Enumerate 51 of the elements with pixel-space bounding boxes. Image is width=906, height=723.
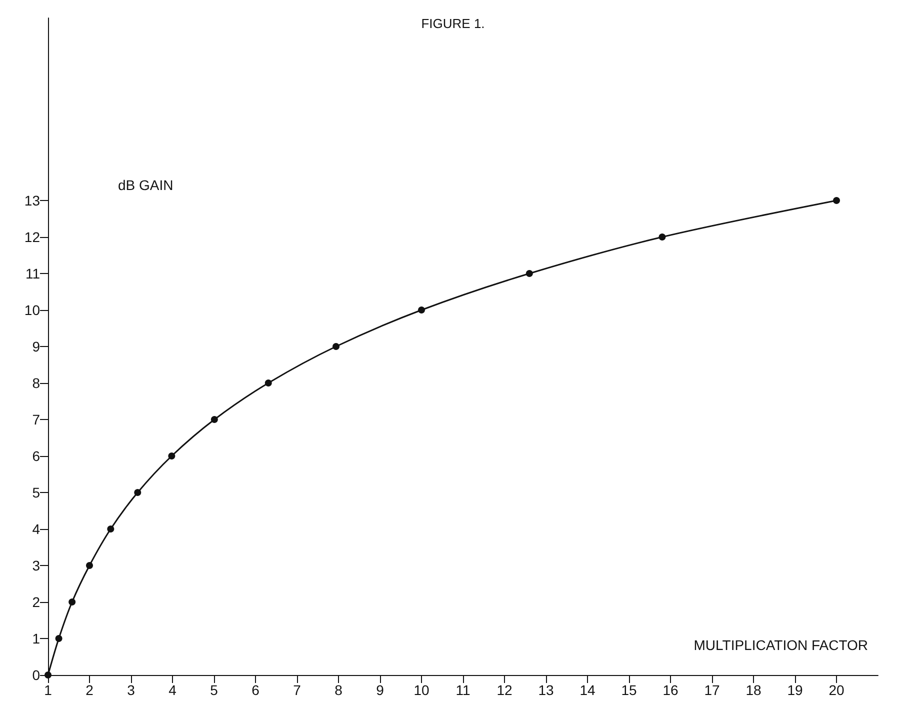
y-tick-label: 13 [24, 192, 40, 208]
y-tick-label: 8 [32, 375, 40, 391]
point [134, 489, 142, 496]
x-tick-label: 17 [704, 682, 720, 698]
point [264, 380, 272, 386]
y-tick-label: 9 [32, 338, 40, 354]
x-tick-label: 3 [127, 682, 136, 698]
y-tick-label: 10 [24, 302, 40, 318]
x-tick-label: 7 [293, 682, 302, 698]
y-tick-label: 4 [32, 521, 40, 537]
x-tick-label: 2 [86, 682, 94, 698]
point [658, 234, 666, 240]
point [107, 526, 114, 532]
x-tick-label: 16 [662, 682, 678, 698]
y-tick-label: 6 [32, 448, 40, 464]
x-tick-label: 18 [746, 682, 762, 698]
x-tick-label: 19 [787, 682, 803, 698]
x-tick-label: 9 [376, 682, 384, 698]
point [44, 672, 52, 678]
y-tick-label: 5 [32, 484, 40, 500]
x-tick-label: 20 [828, 682, 844, 698]
y-tick-label: 12 [24, 229, 40, 245]
point [833, 197, 840, 204]
x-tick-label: 15 [621, 682, 637, 698]
y-tick-label: 7 [32, 412, 40, 428]
x-tick-label: 14 [580, 682, 596, 698]
point [210, 416, 218, 423]
y-tick-label: 1 [32, 630, 40, 646]
x-tick-label: 8 [334, 682, 343, 698]
x-tick-label: 1 [44, 682, 52, 698]
x-axis-title: MULTIPLICATION FACTOR [694, 637, 868, 653]
y-axis-title: dB GAIN [118, 177, 174, 193]
x-tick-label: 12 [496, 682, 512, 698]
y-tick-label: 3 [32, 558, 40, 574]
point [332, 343, 340, 350]
point [526, 270, 533, 277]
point [418, 306, 425, 314]
x-tick-label: 11 [456, 682, 470, 698]
y-tick-label: 0 [32, 667, 40, 683]
point [55, 635, 62, 642]
chart-title: FIGURE 1. [421, 16, 485, 31]
x-tick-label: 10 [414, 682, 430, 698]
y-tick-label: 2 [32, 594, 40, 610]
x-tick-label: 13 [538, 682, 554, 698]
x-tick-label: 5 [210, 682, 218, 698]
y-tick-label: 11 [25, 266, 40, 282]
point [86, 562, 93, 569]
x-tick-label: 6 [252, 682, 260, 698]
point [168, 452, 176, 460]
x-tick-label: 4 [168, 682, 177, 698]
point [68, 598, 76, 606]
